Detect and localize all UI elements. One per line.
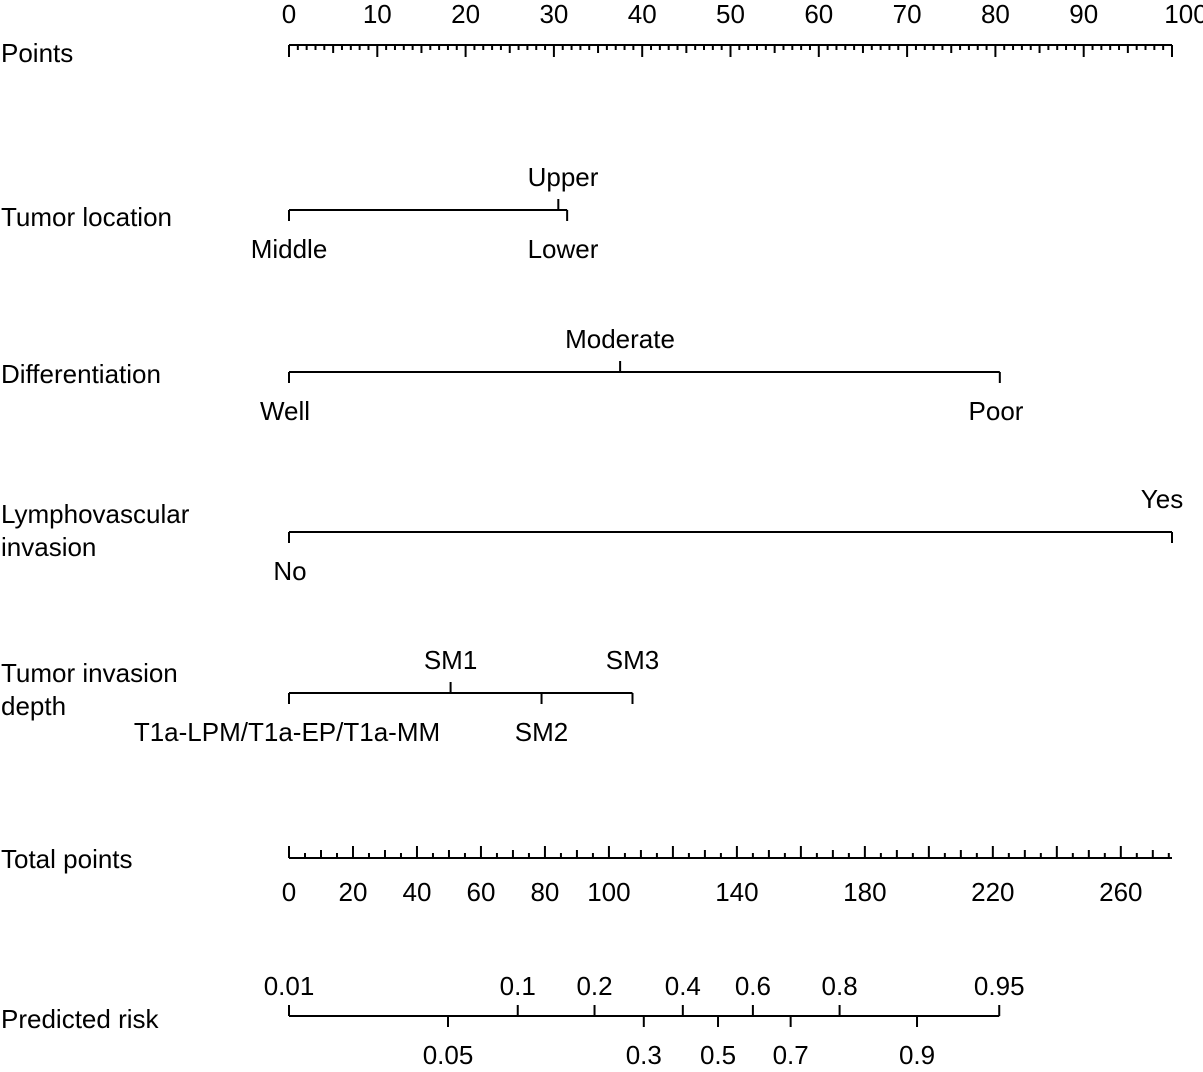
predicted-risk-label: Predicted risk — [1, 1004, 159, 1034]
differentiation-level-label: Moderate — [565, 324, 675, 354]
differentiation-label: Differentiation — [1, 359, 161, 389]
points-label: Points — [1, 38, 73, 68]
points-tick-label: 40 — [628, 0, 657, 29]
tumor-location-label: Tumor location — [1, 202, 172, 232]
tumor-invasion-depth-label: depth — [1, 691, 66, 721]
total-points-tick-label: 140 — [715, 877, 758, 907]
total-points-tick-label: 60 — [466, 877, 495, 907]
points-tick-label: 60 — [804, 0, 833, 29]
points-tick-label: 80 — [981, 0, 1010, 29]
total-points-label: Total points — [1, 844, 133, 874]
tumor-invasion-depth-level-label: SM2 — [515, 717, 568, 747]
points-tick-label: 70 — [893, 0, 922, 29]
predicted-risk-tick-label: 0.95 — [974, 971, 1025, 1001]
predicted-risk-tick-label: 0.4 — [665, 971, 701, 1001]
predicted-risk-tick-label: 0.2 — [576, 971, 612, 1001]
points-tick-label: 90 — [1069, 0, 1098, 29]
predicted-risk-tick-label: 0.9 — [899, 1040, 935, 1070]
points-tick-label: 50 — [716, 0, 745, 29]
total-points-tick-label: 40 — [403, 877, 432, 907]
total-points-tick-label: 80 — [530, 877, 559, 907]
points-tick-label: 0 — [282, 0, 296, 29]
total-points-tick-label: 0 — [282, 877, 296, 907]
tumor-invasion-depth-level-label: T1a-LPM/T1a-EP/T1a-MM — [134, 717, 440, 747]
lymphovascular-invasion-label: invasion — [1, 532, 96, 562]
predicted-risk-tick-label: 0.05 — [423, 1040, 474, 1070]
differentiation-level-label: Well — [260, 396, 310, 426]
total-points-tick-label: 20 — [339, 877, 368, 907]
lymphovascular-invasion-level-label: No — [273, 556, 306, 586]
tumor-location-level-label: Lower — [528, 234, 599, 264]
lymphovascular-invasion-label: Lymphovascular — [1, 499, 190, 529]
predicted-risk-tick-label: 0.8 — [822, 971, 858, 1001]
points-tick-label: 20 — [451, 0, 480, 29]
total-points-tick-label: 180 — [843, 877, 886, 907]
tumor-location-level-label: Middle — [251, 234, 328, 264]
predicted-risk-tick-label: 0.1 — [500, 971, 536, 1001]
total-points-tick-label: 100 — [587, 877, 630, 907]
tumor-location-level-label: Upper — [528, 162, 599, 192]
tumor-invasion-depth-level-label: SM3 — [606, 645, 659, 675]
points-tick-label: 100 — [1164, 0, 1203, 29]
total-points-tick-label: 220 — [971, 877, 1014, 907]
total-points-tick-label: 260 — [1099, 877, 1142, 907]
tumor-invasion-depth-label: Tumor invasion — [1, 658, 178, 688]
tumor-invasion-depth-level-label: SM1 — [424, 645, 477, 675]
predicted-risk-tick-label: 0.6 — [735, 971, 771, 1001]
predicted-risk-tick-label: 0.5 — [700, 1040, 736, 1070]
differentiation-level-label: Poor — [969, 396, 1024, 426]
points-tick-label: 10 — [363, 0, 392, 29]
points-tick-label: 30 — [539, 0, 568, 29]
lymphovascular-invasion-level-label: Yes — [1141, 484, 1183, 514]
predicted-risk-tick-label: 0.01 — [264, 971, 315, 1001]
predicted-risk-tick-label: 0.3 — [626, 1040, 662, 1070]
predicted-risk-tick-label: 0.7 — [773, 1040, 809, 1070]
